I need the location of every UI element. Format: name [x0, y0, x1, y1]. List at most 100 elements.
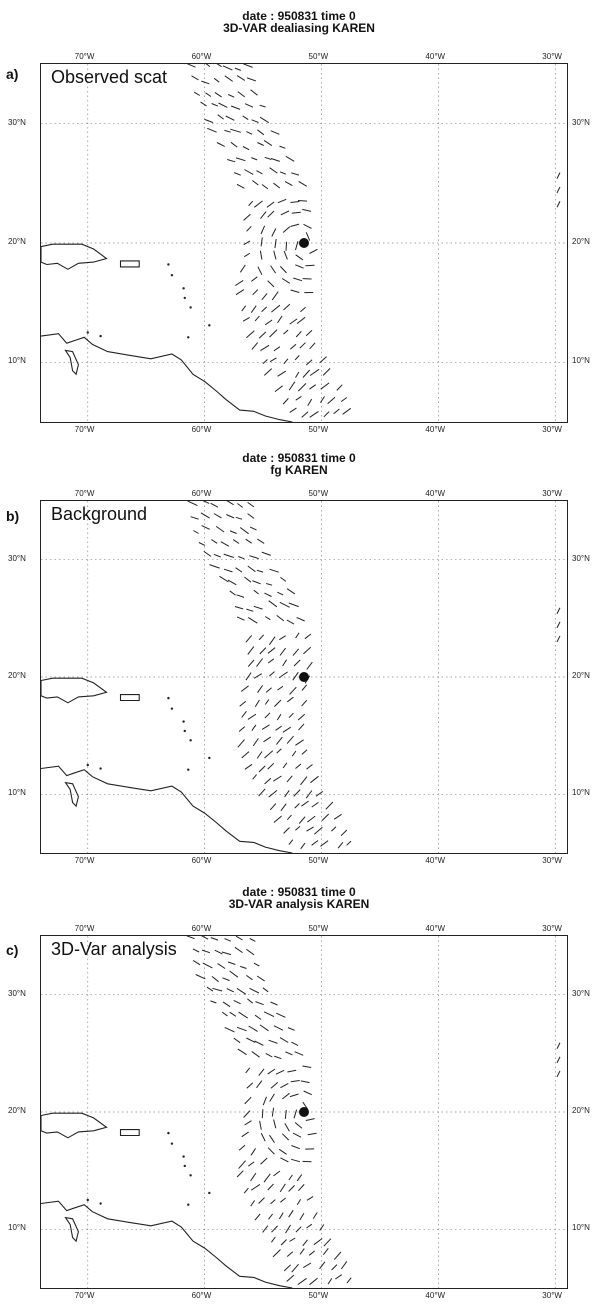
wind-arrow	[237, 503, 243, 508]
lat-tick-label: 30°N	[572, 117, 590, 127]
lon-tick-label: 60°W	[191, 489, 212, 498]
lat-tick-label: 10°N	[8, 788, 26, 798]
wind-arrow	[323, 1238, 332, 1247]
map-frame[interactable]: Background	[40, 500, 568, 854]
wind-arrow	[212, 987, 223, 992]
island-dot	[187, 768, 190, 771]
wind-arrow	[285, 1224, 291, 1234]
lat-tick-label: 20°N	[572, 1106, 590, 1115]
wind-arrow	[331, 1264, 338, 1271]
wind-arrow	[294, 1051, 304, 1056]
wind-arrow	[342, 407, 352, 415]
wind-arrow	[238, 726, 246, 732]
wind-arrow	[261, 1109, 264, 1119]
wind-arrow	[285, 1051, 293, 1056]
island-dot	[99, 1202, 102, 1205]
wind-arrow	[306, 661, 313, 670]
map-frame[interactable]: Observed scat	[40, 63, 568, 423]
wind-arrow	[290, 1080, 300, 1083]
wind-arrow	[259, 104, 266, 108]
wind-arrow	[556, 607, 561, 614]
wind-arrow	[246, 77, 256, 82]
wind-arrow	[313, 826, 323, 835]
wind-arrow	[266, 583, 273, 586]
wind-arrow	[299, 1248, 305, 1255]
wind-arrow	[303, 223, 312, 229]
lon-tick-label: 40°W	[425, 425, 446, 434]
wind-arrow	[241, 710, 247, 718]
wind-arrow	[211, 976, 219, 983]
wind-arrow	[296, 616, 305, 622]
wind-arrow	[192, 948, 200, 953]
map-frame[interactable]: 3D-Var analysis	[40, 935, 568, 1289]
coast-lake-maracaibo	[64, 781, 79, 808]
wind-arrow	[283, 303, 291, 311]
wind-arrow	[238, 1160, 246, 1169]
lon-tick-label: 30°W	[542, 489, 562, 498]
wind-arrow	[310, 775, 319, 784]
wind-arrow	[556, 1070, 561, 1078]
wind-arrow	[283, 250, 288, 260]
wind-arrow	[295, 241, 299, 251]
wind-arrow	[193, 530, 199, 534]
lon-tick-label: 60°W	[191, 856, 212, 865]
wind-arrow	[313, 1238, 323, 1246]
wind-arrow	[267, 210, 275, 218]
wind-arrow	[245, 1067, 251, 1074]
wind-arrow	[306, 764, 313, 770]
wind-arrow	[306, 1223, 313, 1229]
wind-arrow	[309, 1277, 318, 1286]
wind-arrow	[297, 383, 307, 392]
wind-arrow	[265, 687, 272, 693]
wind-arrow	[229, 590, 236, 596]
island-dot	[167, 263, 170, 266]
wind-arrow	[280, 1239, 287, 1246]
wind-arrow	[301, 684, 308, 691]
wind-arrow	[256, 569, 264, 573]
wind-arrow	[267, 1068, 276, 1075]
lon-tick-label: 70°W	[74, 856, 95, 865]
wind-arrow	[556, 186, 561, 194]
wind-arrow	[226, 501, 234, 506]
island-dot	[189, 739, 192, 742]
wind-arrow	[187, 501, 198, 507]
wind-arrow	[251, 1051, 260, 1058]
wind-arrow	[298, 816, 306, 824]
wind-arrow	[273, 346, 281, 352]
wind-arrow	[271, 304, 281, 313]
wind-arrow	[236, 594, 245, 598]
wind-arrow	[236, 1026, 247, 1032]
wind-arrow	[294, 803, 300, 809]
wind-arrow	[305, 1118, 315, 1121]
wind-arrow	[259, 1120, 262, 1130]
wind-arrow	[213, 77, 220, 83]
panel-title-line2: fg KAREN	[270, 463, 328, 477]
wind-arrow	[301, 800, 309, 807]
wind-arrow	[247, 565, 256, 573]
wind-arrow	[306, 826, 314, 832]
wind-arrow	[293, 277, 303, 282]
wind-arrow	[286, 814, 292, 821]
wind-arrow	[268, 600, 278, 608]
wind-arrow	[269, 329, 278, 338]
island-dot	[183, 729, 186, 733]
coast-hispaniola	[41, 1112, 108, 1139]
wind-arrow	[192, 959, 201, 966]
wind-arrow	[253, 605, 263, 610]
wind-arrow	[269, 357, 277, 363]
wind-arrow	[280, 576, 287, 582]
lat-tick-label: 20°N	[8, 237, 26, 246]
wind-arrow	[223, 553, 235, 558]
wind-arrow	[238, 556, 245, 560]
wind-arrow	[214, 949, 223, 955]
wind-arrow	[279, 1183, 286, 1193]
wind-arrow	[248, 616, 258, 624]
wind-arrow	[263, 139, 273, 147]
wind-arrow	[241, 305, 247, 312]
wind-arrow	[275, 725, 282, 731]
wind-arrow	[323, 1247, 329, 1256]
wind-arrow	[250, 1148, 257, 1156]
wind-arrow	[259, 250, 263, 260]
wind-arrow	[295, 330, 302, 338]
wind-arrow	[297, 713, 306, 721]
